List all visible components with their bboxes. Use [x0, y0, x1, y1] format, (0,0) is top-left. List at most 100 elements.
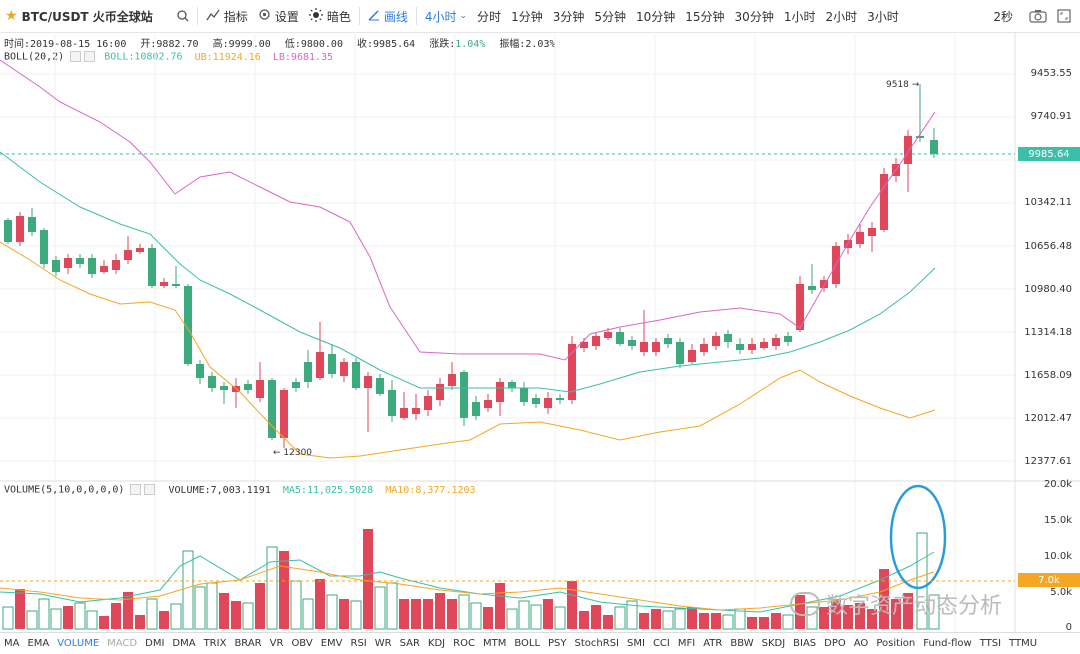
interval-4[interactable]: 10分钟: [635, 9, 676, 24]
indicator-tab-ma[interactable]: MA: [4, 638, 20, 649]
indicator-tab-wr[interactable]: WR: [374, 638, 392, 649]
volume-bar: [879, 569, 889, 629]
indicator-tab-brar[interactable]: BRAR: [234, 638, 262, 649]
volume-bar: [290, 580, 302, 630]
indicator-tab-ttmu[interactable]: TTMU: [1009, 638, 1038, 649]
volume-axis-label: 5.0k: [1050, 587, 1072, 598]
y-axis-label: 12012.47: [1024, 413, 1072, 424]
info-open: 开:9882.70: [140, 39, 199, 50]
volume-bar: [302, 598, 314, 630]
kline-chart[interactable]: [0, 32, 1080, 632]
draw-button[interactable]: 画线: [363, 0, 413, 32]
candle-body: [904, 136, 912, 164]
candle-body: [268, 380, 276, 438]
indicator-tabs: MA EMA VOLUME MACD DMI DMA TRIX BRAR VR OBV EMV RSI…: [0, 632, 1080, 654]
indicator-tab-psy[interactable]: PSY: [548, 638, 567, 649]
dark-mode-button[interactable]: 暗色: [304, 0, 356, 32]
settings-button[interactable]: 设置: [253, 0, 304, 32]
candle-body: [100, 266, 108, 272]
settings-icon[interactable]: [130, 484, 142, 495]
interval-5[interactable]: 15分钟: [685, 9, 725, 24]
gear-icon: [258, 8, 271, 24]
volume-bar: [50, 608, 62, 630]
interval-9[interactable]: 3小时: [867, 9, 899, 24]
candle-body: [352, 362, 360, 388]
indicator-tab-mfi[interactable]: MFI: [677, 638, 696, 649]
y-axis-label: 11658.09: [1024, 370, 1072, 381]
volume-bar: [530, 604, 542, 630]
interval-8[interactable]: 2小时: [825, 9, 858, 24]
indicator-tab-dmi[interactable]: DMI: [145, 638, 165, 649]
candle-body: [64, 258, 72, 268]
volume-bar: [734, 608, 746, 630]
interval-7[interactable]: 1小时: [783, 9, 816, 24]
indicator-tab-volume[interactable]: VOLUME: [57, 638, 100, 649]
indicator-tab-cci[interactable]: CCI: [652, 638, 670, 649]
indicator-tab-macd[interactable]: MACD: [107, 638, 138, 649]
boll-mid: BOLL:10802.76: [104, 51, 183, 63]
interval-dropdown[interactable]: 4小时 ⌄: [420, 0, 472, 32]
volume-bar: [614, 606, 626, 630]
volume-bar: [651, 609, 661, 629]
volume-bar: [771, 613, 781, 629]
candle-body: [256, 380, 264, 398]
indicator-tab-vr[interactable]: VR: [269, 638, 284, 649]
interval-2[interactable]: 3分钟: [552, 9, 585, 24]
indicator-tab-stochrsi[interactable]: StochRSI: [574, 638, 619, 649]
indicator-tab-boll[interactable]: BOLL: [514, 638, 541, 649]
camera-icon[interactable]: [1024, 0, 1052, 32]
settings-icon[interactable]: [70, 51, 82, 62]
indicator-tab-roc[interactable]: ROC: [453, 638, 475, 649]
indicator-tab-dma[interactable]: DMA: [172, 638, 196, 649]
volume-bar: [231, 601, 241, 629]
close-icon[interactable]: [84, 51, 96, 62]
indicator-tab-obv[interactable]: OBV: [291, 638, 313, 649]
indicators-button[interactable]: 指标: [201, 0, 253, 32]
indicator-tab-sar[interactable]: SAR: [399, 638, 420, 649]
star-icon[interactable]: ★: [5, 8, 18, 24]
candle-body: [556, 398, 564, 400]
indicator-tab-fund-flow[interactable]: Fund-flow: [923, 638, 972, 649]
candle-body: [652, 342, 660, 352]
interval-3[interactable]: 5分钟: [594, 9, 626, 24]
y-axis-label: 12377.61: [1024, 456, 1072, 467]
indicator-tab-dpo[interactable]: DPO: [824, 638, 846, 649]
sun-icon: [308, 7, 323, 25]
indicator-tab-ttsi[interactable]: TTSI: [979, 638, 1002, 649]
y-axis-label: 10980.40: [1024, 284, 1072, 295]
refresh-interval[interactable]: 2秒: [993, 9, 1013, 24]
indicator-tab-ema[interactable]: EMA: [27, 638, 50, 649]
candle-body: [40, 230, 48, 264]
info-low: 低:9800.00: [284, 39, 343, 50]
indicator-tab-kdj[interactable]: KDJ: [427, 638, 446, 649]
y-axis-label: 9740.91: [1030, 111, 1072, 122]
indicator-tab-ao[interactable]: AO: [853, 638, 869, 649]
indicator-tab-bias[interactable]: BIAS: [793, 638, 817, 649]
indicators-label: 指标: [223, 9, 248, 24]
indicator-tab-position[interactable]: Position: [876, 638, 916, 649]
indicator-tab-rsi[interactable]: RSI: [350, 638, 367, 649]
candle-body: [196, 364, 204, 378]
volume-bar: [928, 594, 940, 630]
indicator-tab-skdj[interactable]: SKDJ: [761, 638, 786, 649]
fullscreen-icon[interactable]: [1052, 0, 1076, 32]
indicator-tab-mtm[interactable]: MTM: [482, 638, 507, 649]
symbol-label: BTC/USDT 火币全球站: [21, 9, 153, 24]
indicator-tab-trix[interactable]: TRIX: [203, 638, 227, 649]
indicator-tab-emv[interactable]: EMV: [320, 638, 343, 649]
volume-bar: [279, 551, 289, 629]
indicator-tab-atr[interactable]: ATR: [703, 638, 723, 649]
candle-body: [124, 250, 132, 260]
interval-6[interactable]: 30分钟: [734, 9, 774, 24]
search-icon[interactable]: [172, 0, 194, 32]
close-icon[interactable]: [144, 484, 156, 495]
indicator-tab-bbw[interactable]: BBW: [730, 638, 754, 649]
current-volume-tag: 7.0k: [1018, 573, 1080, 587]
symbol-selector[interactable]: ★ BTC/USDT 火币全球站: [0, 0, 158, 32]
volume-bar: [86, 610, 98, 630]
top-toolbar: ★ BTC/USDT 火币全球站 指标 设置 暗色 画线 4小时 ⌄ 分时 1分钟 3分…: [0, 0, 1080, 33]
indicator-tab-smi[interactable]: SMI: [627, 638, 645, 649]
interval-0[interactable]: 分时: [477, 9, 502, 24]
y-axis-label: 9453.55: [1030, 68, 1072, 79]
interval-1[interactable]: 1分钟: [511, 9, 543, 24]
